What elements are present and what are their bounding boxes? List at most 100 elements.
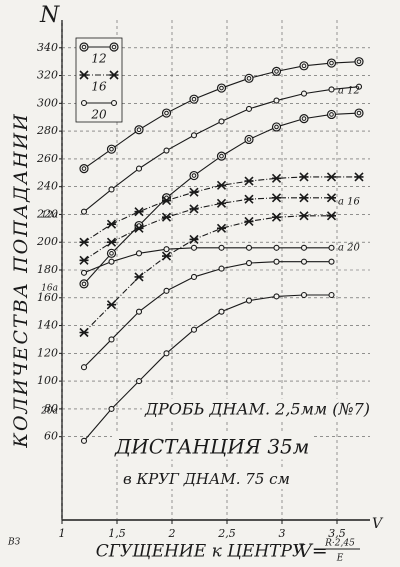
x-formula: V= xyxy=(298,540,328,562)
point xyxy=(79,164,89,174)
point-part xyxy=(80,269,88,276)
point xyxy=(161,212,172,222)
legend-label: 12 xyxy=(91,52,106,66)
point-part xyxy=(300,258,308,265)
point xyxy=(218,118,225,125)
y-tick-label: 240 xyxy=(36,180,58,193)
point xyxy=(271,173,282,183)
point xyxy=(218,308,225,315)
point-part xyxy=(163,287,170,294)
annotation: 20а xyxy=(40,407,58,417)
x-symbol: V xyxy=(372,516,384,532)
point xyxy=(273,258,280,265)
point-part xyxy=(109,70,119,80)
y-tick-label: 300 xyxy=(37,96,58,109)
point-part xyxy=(79,327,89,338)
point xyxy=(271,212,282,222)
point xyxy=(216,151,227,161)
point-part xyxy=(80,99,88,107)
point xyxy=(245,244,253,251)
point-part xyxy=(109,251,114,256)
point-part xyxy=(244,216,254,226)
point xyxy=(190,244,198,251)
point xyxy=(161,251,172,261)
point xyxy=(328,244,335,251)
annotation: ВЗ xyxy=(7,538,21,548)
point xyxy=(271,66,282,76)
point-part xyxy=(244,73,254,83)
point xyxy=(189,204,199,214)
point-part xyxy=(354,172,364,182)
point xyxy=(326,172,337,182)
point xyxy=(273,244,280,251)
x-formula-num: R·2,45 xyxy=(324,539,355,549)
point xyxy=(106,237,117,247)
point-part xyxy=(216,198,227,208)
point-part xyxy=(135,165,143,172)
point-part xyxy=(301,63,307,69)
point-part xyxy=(216,223,227,233)
point-part xyxy=(163,246,170,253)
point-part xyxy=(299,211,309,221)
point xyxy=(326,193,337,203)
point-part xyxy=(161,251,172,261)
point-part xyxy=(106,237,117,247)
point xyxy=(80,208,88,215)
legend-marker xyxy=(79,42,89,52)
point-part xyxy=(134,125,144,135)
y-tick-label: 200 xyxy=(36,235,58,248)
point xyxy=(326,109,337,120)
x-tick-label: 1,5 xyxy=(108,527,126,540)
y-tick-label: 260 xyxy=(36,152,58,165)
annotation: а 16 xyxy=(338,197,361,208)
x-tick-label: 1 xyxy=(59,527,66,540)
point-part xyxy=(271,122,282,132)
x-title: СГУЩЕНИЕ к ЦЕНТРУ xyxy=(96,542,306,562)
point xyxy=(328,86,335,93)
point xyxy=(189,170,199,181)
x-tick-label: 3,5 xyxy=(328,527,346,540)
y-tick-label: 160 xyxy=(37,291,58,304)
point xyxy=(79,327,89,338)
point-part xyxy=(135,250,143,257)
point xyxy=(245,105,253,112)
point-part xyxy=(110,99,118,107)
point-part xyxy=(106,248,117,258)
point xyxy=(271,193,282,203)
point xyxy=(244,134,254,145)
point xyxy=(134,207,144,217)
point-part xyxy=(245,105,253,112)
point-part xyxy=(161,195,172,206)
point-part xyxy=(300,90,308,97)
point xyxy=(135,165,143,172)
point-part xyxy=(273,97,280,104)
y-tick-label: 60 xyxy=(44,430,58,443)
point-part xyxy=(189,204,199,214)
point-part xyxy=(299,61,309,71)
point xyxy=(135,250,143,257)
point xyxy=(218,265,225,272)
point-part xyxy=(271,173,282,183)
point-part xyxy=(106,219,117,229)
point-part xyxy=(190,273,198,280)
y-tick-label: 340 xyxy=(37,41,58,54)
point xyxy=(163,287,170,294)
y-tick-label: 140 xyxy=(37,319,58,332)
point xyxy=(271,122,282,132)
point-part xyxy=(135,378,143,385)
point-part xyxy=(108,405,115,412)
point-part xyxy=(244,194,254,204)
annotation-bg xyxy=(121,469,292,489)
point-part xyxy=(218,244,225,251)
series-line xyxy=(83,247,332,274)
point-part xyxy=(79,237,89,247)
point-part xyxy=(81,44,87,50)
point-part xyxy=(246,76,252,81)
legend-marker xyxy=(109,42,119,52)
point-part xyxy=(274,69,279,74)
point xyxy=(135,308,143,315)
point-part xyxy=(354,57,364,67)
point xyxy=(106,219,117,229)
point xyxy=(299,114,309,124)
point xyxy=(134,272,144,282)
